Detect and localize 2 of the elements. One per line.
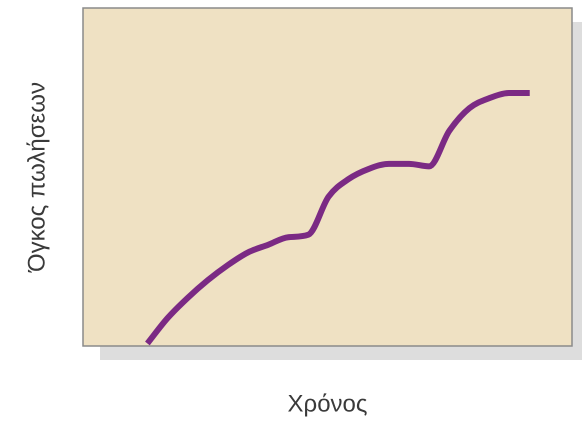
y-axis-title: Όγκος πωλήσεων	[24, 82, 51, 273]
x-axis-title: Χρόνος	[288, 390, 368, 418]
